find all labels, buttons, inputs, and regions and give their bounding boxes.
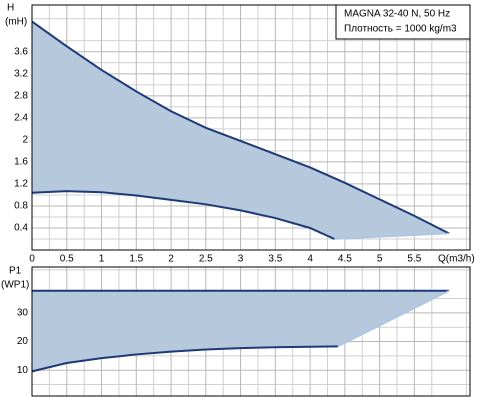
- legend-box: [335, 4, 471, 40]
- legend-text: Плотность = 1000 kg/m3: [344, 24, 457, 35]
- y-tick-label: 2.8: [14, 90, 28, 101]
- x-tick-label: 1.5: [129, 254, 143, 265]
- y-tick-label: 1.6: [14, 157, 28, 168]
- legend-text: MAGNA 32-40 N, 50 Hz: [344, 9, 450, 20]
- x-label: Q(m3/h): [438, 254, 475, 265]
- operating-range: [32, 21, 450, 239]
- x-tick-label: 4.5: [338, 254, 352, 265]
- y-tick-label: 10: [17, 365, 29, 376]
- x-tick-label: 2: [168, 254, 174, 265]
- x-tick-label: 0.5: [60, 254, 74, 265]
- y-label: H: [7, 3, 14, 14]
- y-label: P1: [9, 266, 22, 277]
- curve: [31, 345, 338, 373]
- x-tick-label: 3: [238, 254, 244, 265]
- y-unit: (mH): [5, 17, 27, 28]
- x-tick-label: 0: [29, 254, 35, 265]
- x-tick-label: 2.5: [199, 254, 213, 265]
- x-tick-label: 5: [377, 254, 383, 265]
- y-tick-label: 2.4: [14, 113, 28, 124]
- curve: [337, 290, 450, 348]
- y-tick-label: 0.4: [14, 223, 28, 234]
- y-tick-label: 20: [17, 336, 29, 347]
- y-unit: (WP1): [1, 280, 29, 291]
- x-tick-label: 5.5: [407, 254, 421, 265]
- y-tick-label: 2: [22, 135, 28, 146]
- x-tick-label: 3.5: [268, 254, 282, 265]
- y-tick-label: 3.6: [14, 46, 28, 57]
- x-tick-label: 4: [307, 254, 313, 265]
- operating-range: [32, 290, 450, 372]
- plot-frame: [31, 266, 471, 397]
- y-tick-label: 30: [17, 308, 29, 319]
- curve: [31, 20, 450, 235]
- curve: [31, 190, 335, 240]
- plot-frame: [31, 4, 471, 251]
- curve: [334, 232, 450, 240]
- y-tick-label: 0.8: [14, 201, 28, 212]
- x-tick-label: 1: [99, 254, 105, 265]
- y-tick-label: 3.2: [14, 68, 28, 79]
- y-tick-label: 1.2: [14, 179, 28, 190]
